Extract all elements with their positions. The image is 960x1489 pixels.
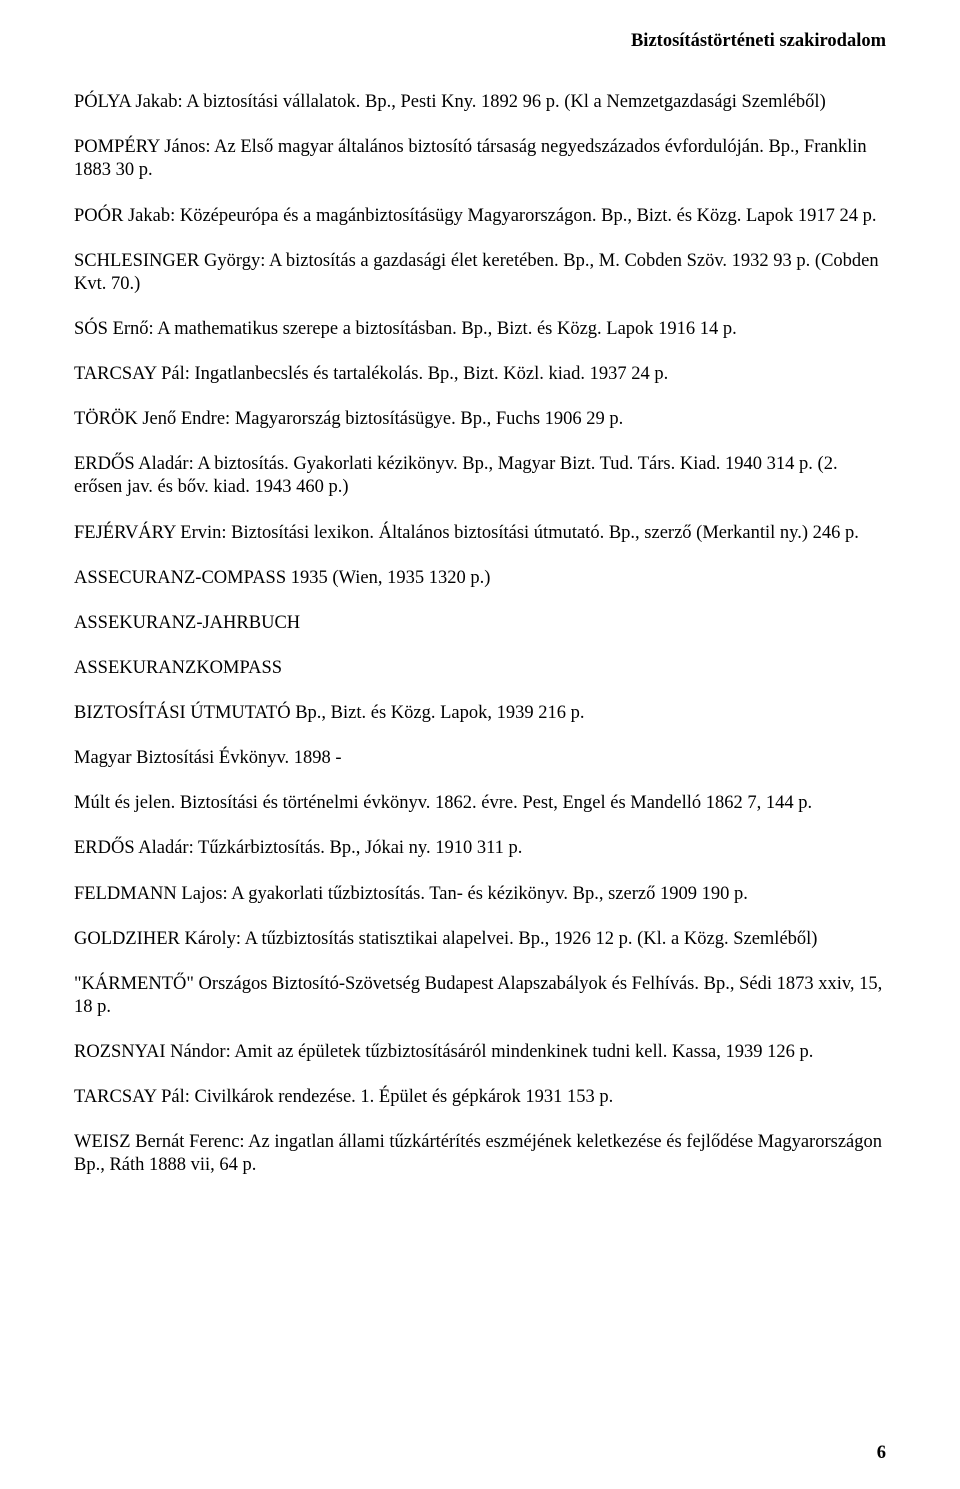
bibliography-entry: PÓLYA Jakab: A biztosítási vállalatok. B… [74, 91, 886, 114]
document-page: Biztosítástörténeti szakirodalom PÓLYA J… [0, 0, 960, 1489]
bibliography-entry: ASSEKURANZKOMPASS [74, 657, 886, 680]
bibliography-entry: BIZTOSÍTÁSI ÚTMUTATÓ Bp., Bizt. és Közg.… [74, 702, 886, 725]
bibliography-entry: Magyar Biztosítási Évkönyv. 1898 - [74, 747, 886, 770]
bibliography-entry: TARCSAY Pál: Civilkárok rendezése. 1. Ép… [74, 1086, 886, 1109]
bibliography-entry: POMPÉRY János: Az Első magyar általános … [74, 136, 886, 182]
bibliography-entry: ERDŐS Aladár: A biztosítás. Gyakorlati k… [74, 453, 886, 499]
bibliography-entry: WEISZ Bernát Ferenc: Az ingatlan állami … [74, 1131, 886, 1177]
bibliography-entry: SCHLESINGER György: A biztosítás a gazda… [74, 250, 886, 296]
bibliography-entry: POÓR Jakab: Középeurópa és a magánbiztos… [74, 205, 886, 228]
bibliography-entry: TÖRÖK Jenő Endre: Magyarország biztosítá… [74, 408, 886, 431]
bibliography-entry: ERDŐS Aladár: Tűzkárbiztosítás. Bp., Jók… [74, 837, 886, 860]
bibliography-entry: ROZSNYAI Nándor: Amit az épületek tűzbiz… [74, 1041, 886, 1064]
page-number: 6 [877, 1442, 886, 1465]
page-header: Biztosítástörténeti szakirodalom [74, 30, 886, 53]
bibliography-entry: TARCSAY Pál: Ingatlanbecslés és tartalék… [74, 363, 886, 386]
bibliography-entry: FELDMANN Lajos: A gyakorlati tűzbiztosít… [74, 883, 886, 906]
bibliography-entry: "KÁRMENTŐ" Országos Biztosító-Szövetség … [74, 973, 886, 1019]
bibliography-entry: ASSEKURANZ-JAHRBUCH [74, 612, 886, 635]
bibliography-entry: SÓS Ernő: A mathematikus szerepe a bizto… [74, 318, 886, 341]
bibliography-entry: GOLDZIHER Károly: A tűzbiztosítás statis… [74, 928, 886, 951]
bibliography-entry: Múlt és jelen. Biztosítási és történelmi… [74, 792, 886, 815]
bibliography-entry: ASSECURANZ-COMPASS 1935 (Wien, 1935 1320… [74, 567, 886, 590]
bibliography-entry: FEJÉRVÁRY Ervin: Biztosítási lexikon. Ál… [74, 522, 886, 545]
